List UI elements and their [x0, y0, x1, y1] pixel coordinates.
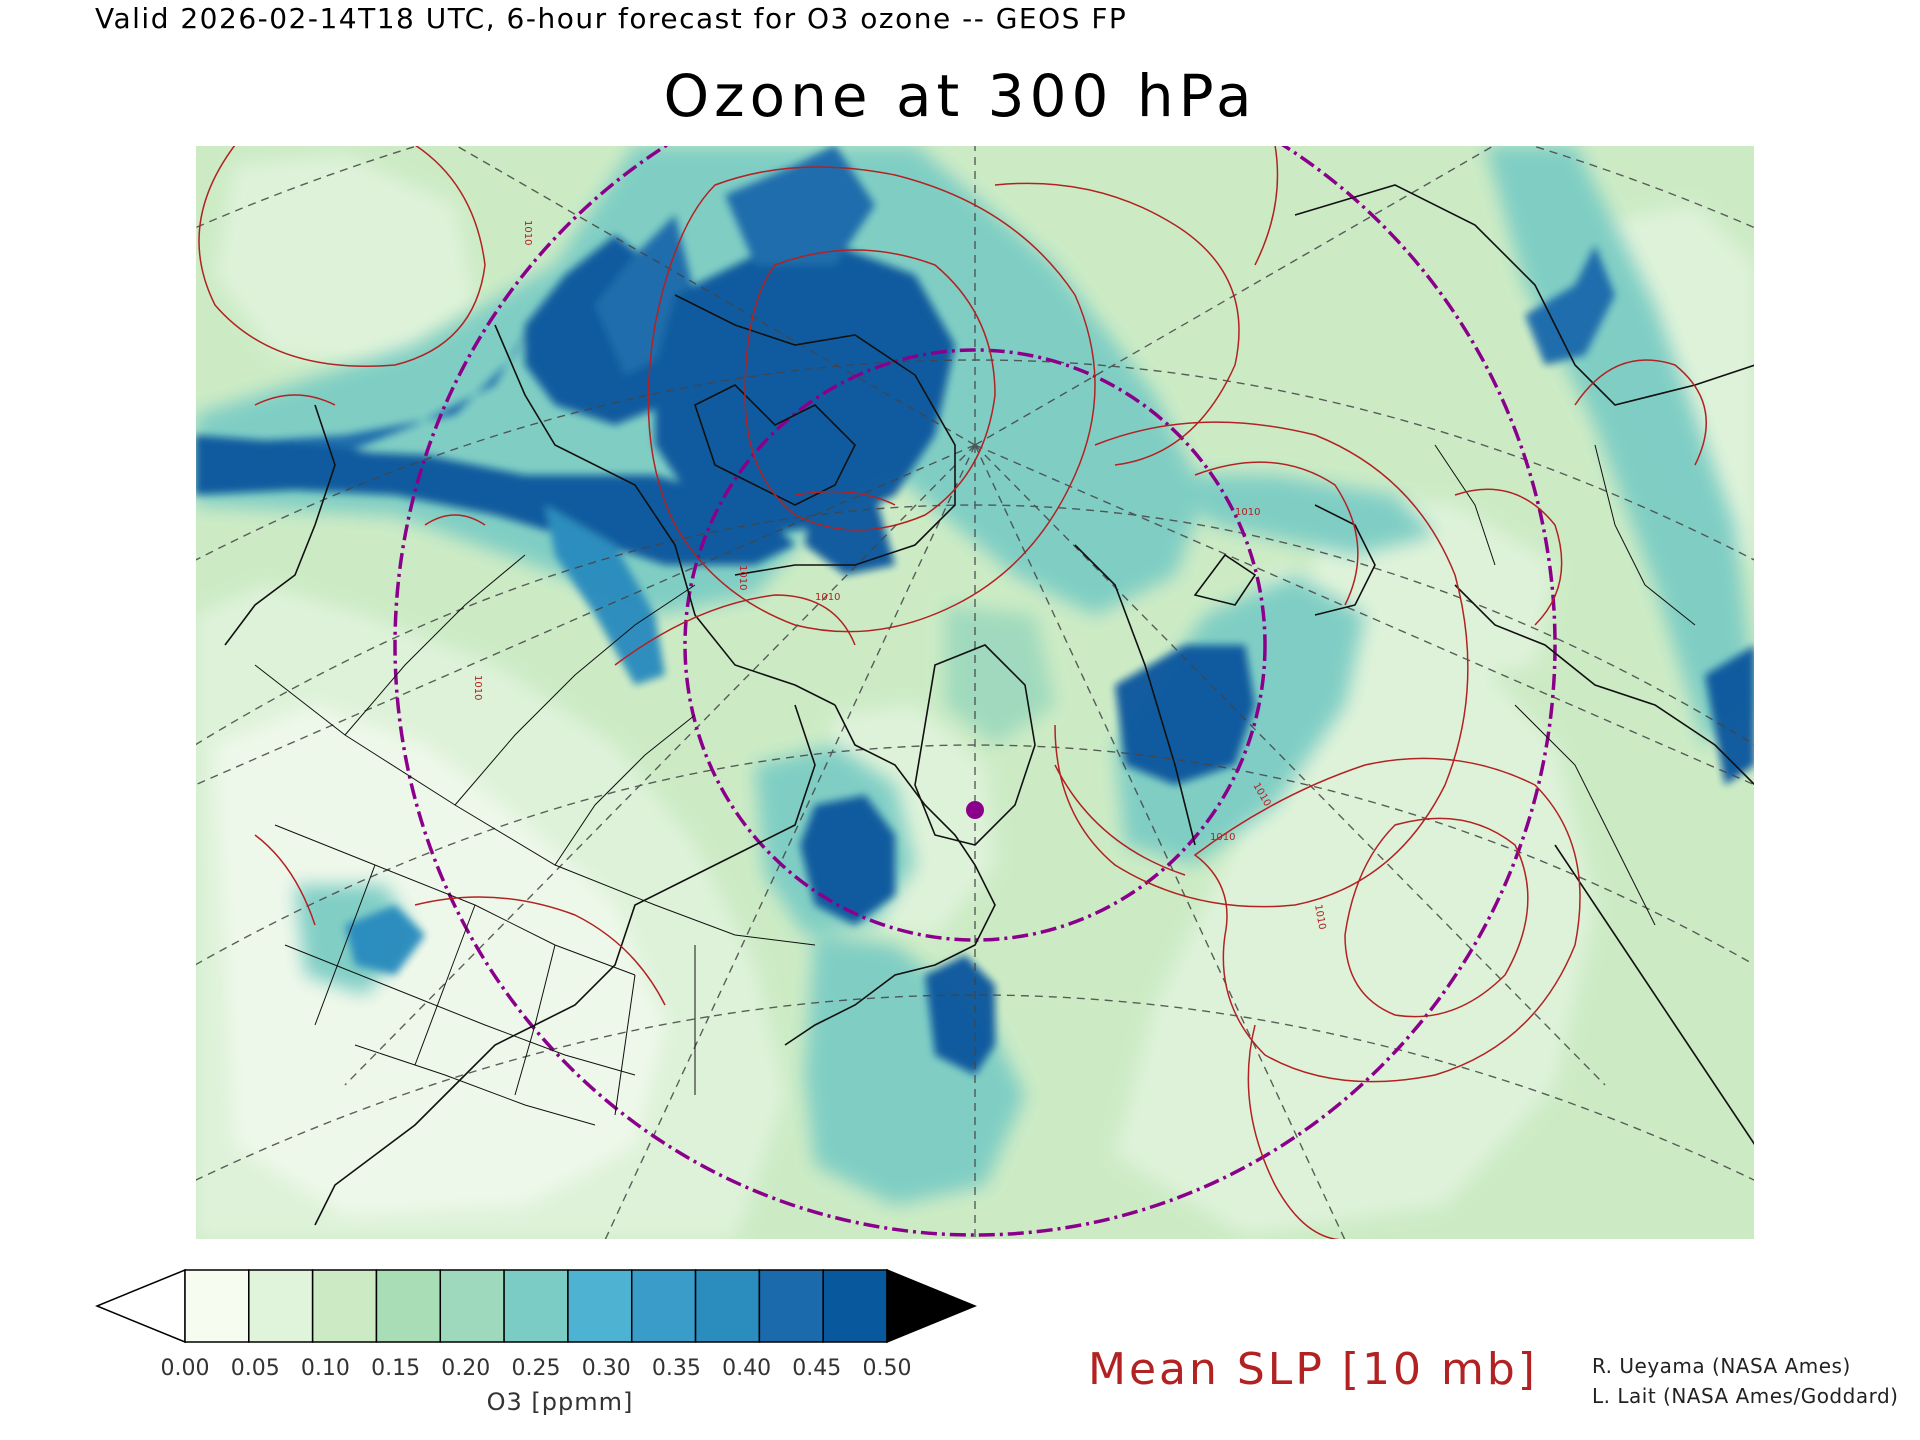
- colorbar-under-triangle: [95, 1268, 186, 1344]
- colorbar-cell: [439, 1269, 505, 1343]
- colorbar-tick-label: 0.45: [792, 1356, 841, 1381]
- colorbar-cell: [630, 1269, 697, 1343]
- colorbar-tick-label: 0.15: [371, 1356, 420, 1381]
- colorbar-cell: [567, 1269, 633, 1343]
- slp-contour-label: 1010: [472, 675, 483, 700]
- colorbar-tick-label: 0.25: [512, 1356, 561, 1381]
- location-marker: [966, 801, 984, 819]
- credit-line-2: L. Lait (NASA Ames/Goddard): [1592, 1384, 1899, 1408]
- map-title: Ozone at 300 hPa: [663, 62, 1257, 130]
- colorbar-cell: [375, 1269, 442, 1343]
- forecast-header: Valid 2026-02-14T18 UTC, 6-hour forecast…: [95, 2, 1128, 35]
- colorbar-cell: [822, 1269, 888, 1343]
- colorbar-tick-labels: 0.00 0.05 0.10 0.15 0.20 0.25 0.30 0.35 0.40 0.45…: [161, 1356, 912, 1381]
- colorbar-cell: [248, 1269, 314, 1343]
- colorbar-over-triangle: [886, 1268, 977, 1344]
- slp-contour-label: 1010: [737, 565, 748, 590]
- slp-contour-label: 1010: [1312, 904, 1327, 931]
- slp-contour-label: 1010: [815, 592, 840, 603]
- colorbar-tick-label: 0.50: [863, 1356, 912, 1381]
- map-frame: [195, 145, 1755, 1240]
- credit-line-1: R. Ueyama (NASA Ames): [1592, 1354, 1851, 1378]
- slp-legend: Mean SLP [10 mb]: [1088, 1344, 1538, 1395]
- colorbar-tick-label: 0.40: [722, 1356, 771, 1381]
- political-boundaries: [254, 444, 1696, 1126]
- colorbar-tick-label: 0.10: [301, 1356, 350, 1381]
- slp-contour-label: 1010: [522, 220, 533, 245]
- ozone-high-field: [195, 145, 1755, 1075]
- colorbar-cell: [311, 1269, 378, 1343]
- colorbar-tick-label: 0.05: [231, 1356, 280, 1381]
- colorbar-tick-label: 0.00: [161, 1356, 210, 1381]
- colorbar-cell: [184, 1269, 250, 1343]
- slp-contour-label: 1010: [1235, 507, 1260, 518]
- colorbar-cell: [694, 1269, 761, 1343]
- colorbar-tick-label: 0.20: [441, 1356, 490, 1381]
- colorbar-cell: [758, 1269, 824, 1343]
- colorbar-unit-label: O3 [ppmm]: [486, 1388, 634, 1416]
- colorbar-cells: [184, 1269, 888, 1343]
- reference-circles: [393, 145, 1557, 1237]
- colorbar-tick-label: 0.30: [582, 1356, 631, 1381]
- slp-contour-label: 1010: [1210, 832, 1235, 843]
- slp-contours: [198, 145, 1707, 1240]
- colorbar-cell: [503, 1269, 569, 1343]
- colorbar-tick-label: 0.35: [652, 1356, 701, 1381]
- coastlines: [224, 184, 1755, 1226]
- graticule: [195, 145, 1755, 1240]
